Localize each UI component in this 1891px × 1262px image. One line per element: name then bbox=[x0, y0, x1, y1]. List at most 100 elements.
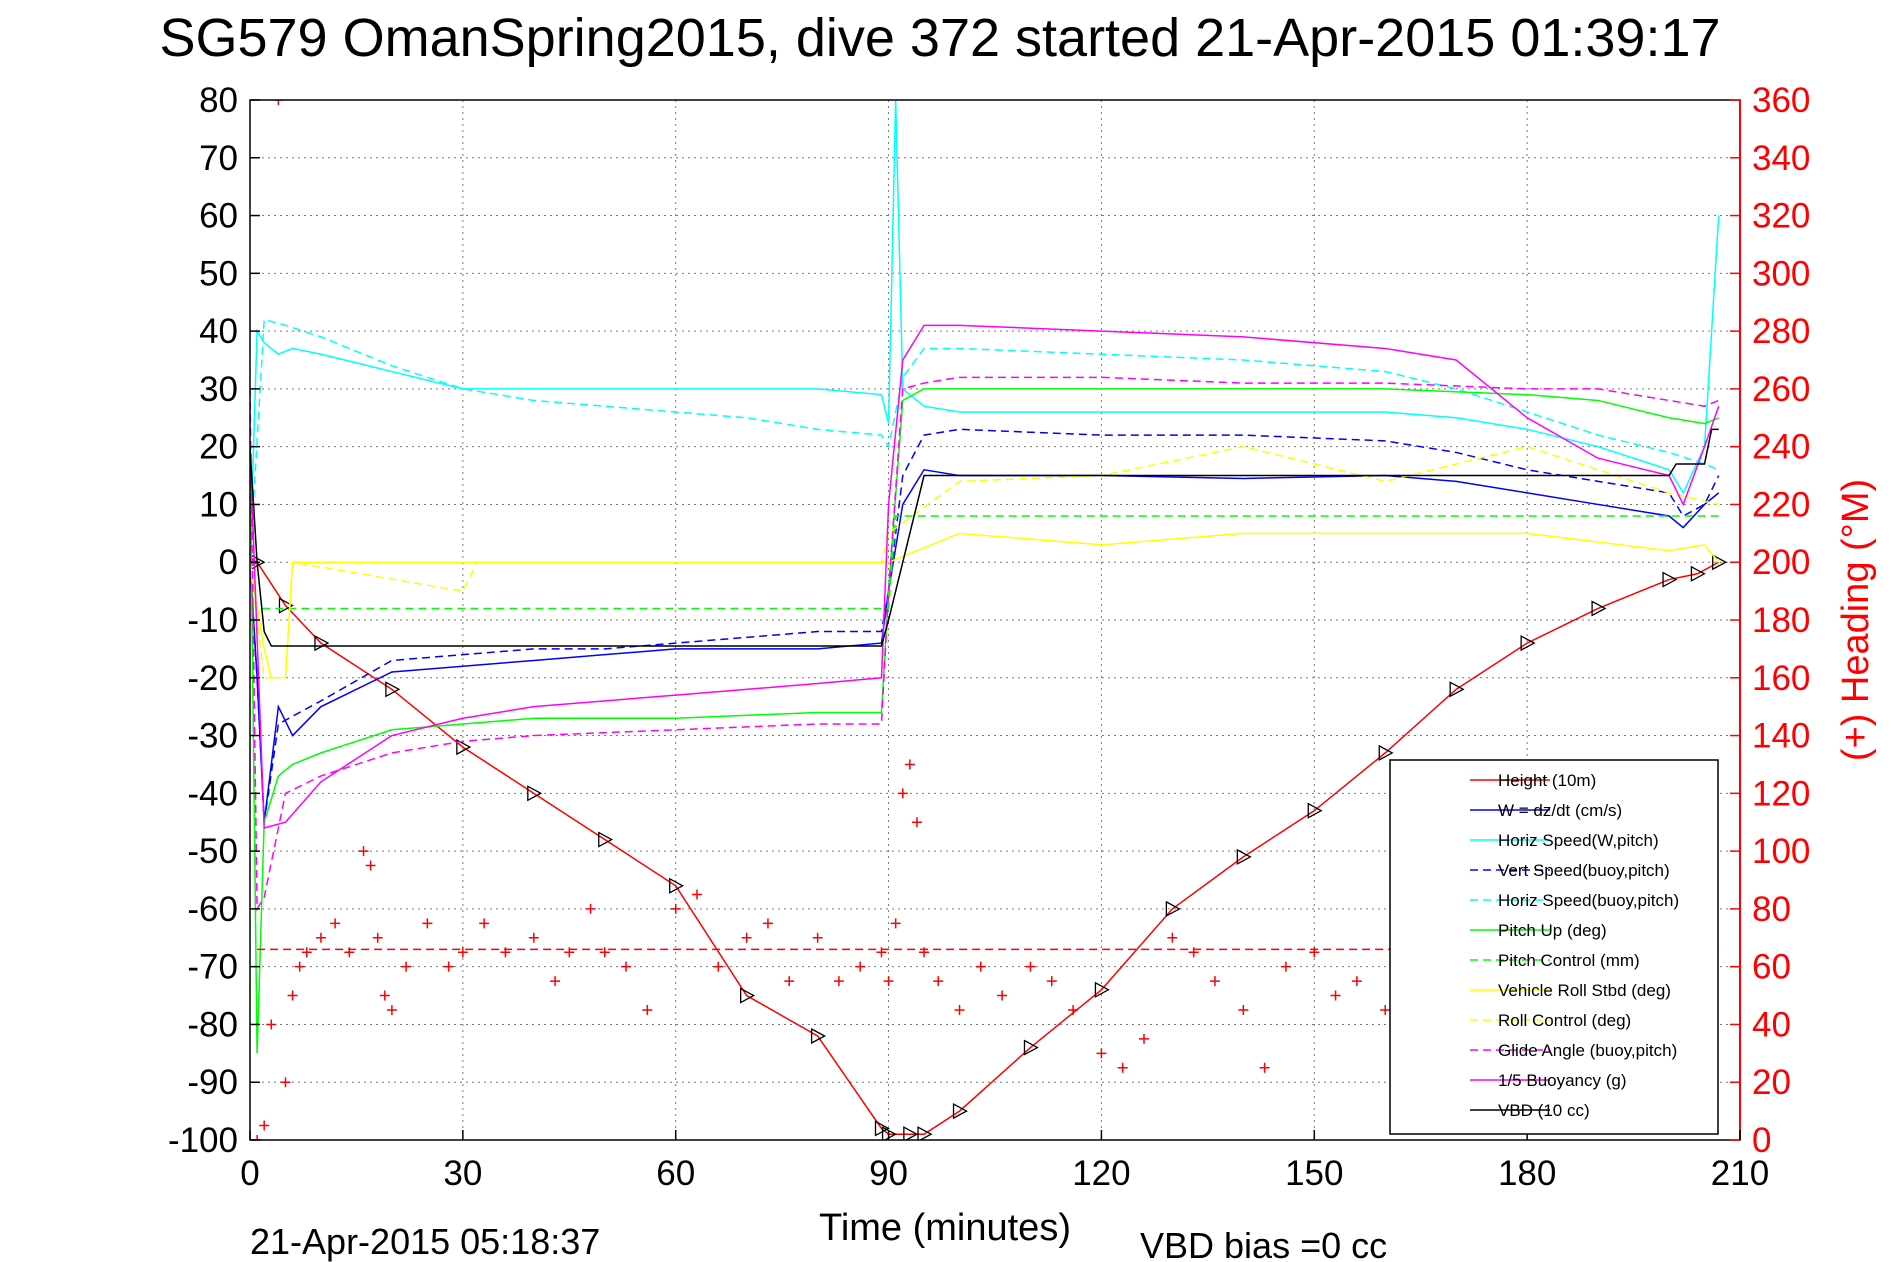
heading-point bbox=[855, 961, 866, 972]
height-marker bbox=[1662, 571, 1678, 588]
y2-tick-label: 340 bbox=[1752, 139, 1810, 178]
y-tick-label: -30 bbox=[187, 717, 238, 756]
height-marker bbox=[1449, 681, 1465, 698]
y2-tick-label: 20 bbox=[1752, 1063, 1791, 1102]
legend-entry: Glide Angle (buoy,pitch) bbox=[1498, 1041, 1677, 1060]
y2-tick-label: 200 bbox=[1752, 543, 1810, 582]
heading-point bbox=[1309, 947, 1320, 958]
y-tick-label: -60 bbox=[187, 890, 238, 929]
y2-tick-label: 280 bbox=[1752, 312, 1810, 351]
legend-entry: Vert Speed(buoy,pitch) bbox=[1498, 861, 1670, 880]
legend-box bbox=[1389, 759, 1719, 1135]
heading-point bbox=[1188, 947, 1199, 958]
heading-point bbox=[812, 932, 823, 943]
legend-entry: W = dz/dt (cm/s) bbox=[1498, 801, 1622, 820]
y2-tick-label: 360 bbox=[1752, 81, 1810, 120]
height-marker bbox=[952, 1103, 968, 1120]
height-marker bbox=[740, 987, 756, 1004]
height-marker bbox=[1236, 848, 1252, 865]
heading-point bbox=[266, 1019, 277, 1030]
heading-point bbox=[564, 947, 575, 958]
series-line-2 bbox=[250, 100, 1720, 563]
heading-point bbox=[372, 932, 383, 943]
height-marker bbox=[1712, 554, 1728, 571]
y-tick-label: -100 bbox=[168, 1121, 238, 1160]
height-marker bbox=[1307, 802, 1323, 819]
legend-entry: Pitch Up (deg) bbox=[1498, 921, 1607, 940]
heading-point bbox=[287, 990, 298, 1001]
x-tick-label: 60 bbox=[656, 1154, 695, 1193]
footer-vbd-bias: VBD bias =0 cc bbox=[1140, 1225, 1387, 1262]
height-marker bbox=[917, 1126, 933, 1140]
x-tick-label: 0 bbox=[240, 1154, 259, 1193]
heading-point bbox=[1046, 976, 1057, 987]
series-line-8 bbox=[250, 445, 1719, 679]
y-tick-label: 10 bbox=[199, 485, 238, 524]
heading-point bbox=[911, 817, 922, 828]
height-marker bbox=[527, 785, 543, 802]
height-marker bbox=[810, 1027, 826, 1045]
y2-tick-label: 180 bbox=[1752, 601, 1810, 640]
height-marker bbox=[1165, 900, 1181, 917]
heading-point bbox=[883, 976, 894, 987]
height-marker bbox=[385, 681, 401, 698]
heading-point bbox=[1380, 1005, 1391, 1015]
y2-tick-label: 120 bbox=[1752, 774, 1810, 813]
heading-point bbox=[933, 976, 944, 987]
heading-point bbox=[904, 759, 915, 770]
y-tick-label: -20 bbox=[187, 659, 238, 698]
height-marker bbox=[903, 1126, 919, 1140]
y-tick-label: 30 bbox=[199, 370, 238, 409]
heading-point bbox=[273, 100, 284, 105]
heading-point bbox=[897, 788, 908, 799]
legend-entry: Horiz Speed(W,pitch) bbox=[1498, 831, 1659, 850]
heading-point bbox=[585, 903, 596, 914]
heading-point bbox=[1068, 1005, 1079, 1015]
y2-tick-label: 240 bbox=[1752, 428, 1810, 467]
legend-entry: Vehicle Roll Stbd (deg) bbox=[1498, 981, 1671, 1000]
heading-point bbox=[1351, 976, 1362, 987]
y-tick-label: 0 bbox=[219, 543, 238, 582]
y2-tick-label: 80 bbox=[1752, 890, 1791, 929]
heading-point bbox=[550, 976, 561, 987]
y-tick-label: 70 bbox=[199, 139, 238, 178]
series-line-11 bbox=[250, 428, 1719, 647]
heading-point bbox=[1096, 1048, 1107, 1059]
height-marker bbox=[1378, 744, 1394, 761]
heading-point bbox=[954, 1005, 965, 1015]
y-tick-label: 80 bbox=[199, 81, 238, 120]
heading-point bbox=[692, 889, 702, 900]
heading-point bbox=[294, 961, 305, 972]
heading-point bbox=[1117, 1062, 1128, 1073]
heading-point bbox=[1330, 990, 1341, 1001]
y2-tick-label: 0 bbox=[1752, 1121, 1771, 1160]
y-tick-label: -40 bbox=[187, 774, 238, 813]
legend-entry: 1/5 Buoyancy (g) bbox=[1498, 1071, 1627, 1090]
y2-tick-label: 320 bbox=[1752, 197, 1810, 236]
heading-point bbox=[1280, 961, 1291, 972]
height-marker bbox=[669, 877, 685, 894]
x-tick-label: 180 bbox=[1498, 1154, 1556, 1193]
x-tick-label: 120 bbox=[1072, 1154, 1130, 1193]
height-marker bbox=[1520, 635, 1536, 652]
y-tick-label: -70 bbox=[187, 948, 238, 987]
heading-point bbox=[401, 961, 412, 972]
heading-point bbox=[876, 947, 887, 958]
heading-point bbox=[919, 947, 930, 958]
heading-point bbox=[784, 976, 795, 987]
y-tick-label: -80 bbox=[187, 1005, 238, 1044]
heading-point bbox=[301, 947, 312, 958]
heading-point bbox=[528, 932, 539, 943]
heading-point bbox=[386, 1005, 397, 1015]
right-axis-label: (+) Heading (°M) bbox=[1835, 479, 1877, 761]
heading-point bbox=[1139, 1033, 1149, 1044]
y-tick-label: -50 bbox=[187, 832, 238, 871]
heading-point bbox=[1209, 976, 1220, 987]
heading-point bbox=[762, 918, 773, 929]
y2-tick-label: 260 bbox=[1752, 370, 1810, 409]
heading-point bbox=[1259, 1062, 1270, 1073]
heading-point bbox=[500, 947, 511, 958]
height-marker bbox=[1094, 981, 1110, 998]
height-marker bbox=[1591, 600, 1607, 617]
y-tick-label: -90 bbox=[187, 1063, 238, 1102]
